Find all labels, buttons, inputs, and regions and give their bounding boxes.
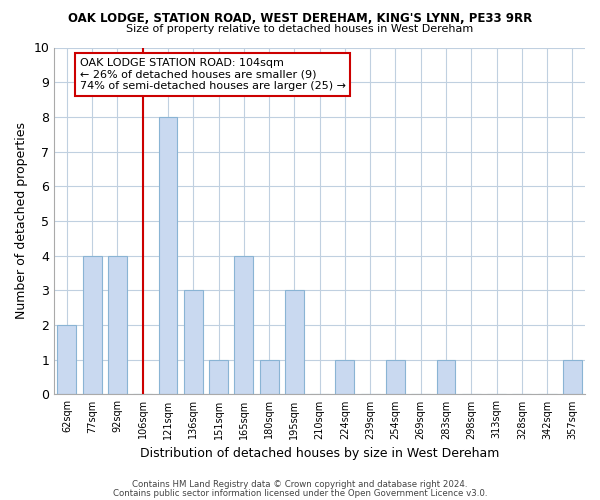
Text: OAK LODGE, STATION ROAD, WEST DEREHAM, KING'S LYNN, PE33 9RR: OAK LODGE, STATION ROAD, WEST DEREHAM, K… <box>68 12 532 26</box>
Text: Contains public sector information licensed under the Open Government Licence v3: Contains public sector information licen… <box>113 488 487 498</box>
X-axis label: Distribution of detached houses by size in West Dereham: Distribution of detached houses by size … <box>140 447 499 460</box>
Text: Contains HM Land Registry data © Crown copyright and database right 2024.: Contains HM Land Registry data © Crown c… <box>132 480 468 489</box>
Bar <box>235 256 253 394</box>
Y-axis label: Number of detached properties: Number of detached properties <box>15 122 28 320</box>
Bar <box>335 360 355 394</box>
Text: Size of property relative to detached houses in West Dereham: Size of property relative to detached ho… <box>127 24 473 34</box>
Bar <box>285 290 304 395</box>
Bar <box>58 325 76 394</box>
Text: OAK LODGE STATION ROAD: 104sqm
← 26% of detached houses are smaller (9)
74% of s: OAK LODGE STATION ROAD: 104sqm ← 26% of … <box>80 58 346 91</box>
Bar <box>260 360 278 394</box>
Bar <box>437 360 455 394</box>
Bar <box>184 290 203 395</box>
Bar <box>108 256 127 394</box>
Bar <box>209 360 228 394</box>
Bar <box>386 360 405 394</box>
Bar <box>158 117 178 394</box>
Bar <box>563 360 582 394</box>
Bar <box>83 256 101 394</box>
